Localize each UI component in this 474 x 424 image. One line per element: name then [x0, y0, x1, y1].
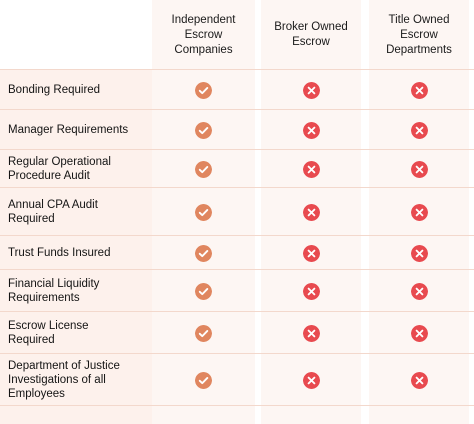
- check-icon: [195, 371, 212, 389]
- row-label: Department of Justice Investigations of …: [8, 360, 120, 400]
- table-cell: [369, 312, 469, 354]
- row-label: Regular Operational Procedure Audit: [8, 156, 111, 182]
- table-cell: [261, 354, 361, 406]
- table-cell: [261, 270, 361, 312]
- table-cell: [152, 270, 255, 312]
- cross-icon: [302, 203, 320, 221]
- cross-icon: [410, 371, 428, 389]
- check-icon: [195, 81, 212, 99]
- table-cell: [261, 70, 361, 110]
- table-cell: [261, 110, 361, 150]
- column-header-title-owned-escrow: Title Owned Escrow Departments: [386, 13, 452, 56]
- check-icon: [195, 160, 212, 178]
- table-cell: [152, 150, 255, 188]
- table-cell: [152, 70, 255, 110]
- row-divider: [0, 187, 474, 188]
- row-label: Trust Funds Insured: [8, 247, 111, 259]
- header-divider: [0, 69, 474, 70]
- cross-icon: [302, 244, 320, 262]
- table-cell: [369, 354, 469, 406]
- table-cell: [261, 188, 361, 236]
- row-divider: [0, 311, 474, 312]
- cross-icon: [302, 324, 320, 342]
- row-label-column: [0, 70, 152, 424]
- table-cell: [261, 312, 361, 354]
- row-label: Financial Liquidity Requirements: [8, 278, 100, 304]
- cross-icon: [410, 121, 428, 139]
- column-header-broker-owned-escrow: Broker Owned Escrow: [274, 21, 348, 48]
- table-cell: [369, 236, 469, 270]
- table-cell: [369, 270, 469, 312]
- row-label: Escrow License Required: [8, 320, 89, 346]
- table-cell: [152, 354, 255, 406]
- cross-icon: [410, 244, 428, 262]
- cross-icon: [302, 160, 320, 178]
- table-cell: [152, 312, 255, 354]
- table-cell: [152, 188, 255, 236]
- cross-icon: [410, 203, 428, 221]
- table-cell: [152, 236, 255, 270]
- cross-icon: [302, 371, 320, 389]
- row-label: Manager Requirements: [8, 124, 129, 136]
- cross-icon: [410, 160, 428, 178]
- check-icon: [195, 203, 212, 221]
- cross-icon: [302, 282, 320, 300]
- cross-icon: [410, 81, 428, 99]
- row-divider: [0, 269, 474, 270]
- table-cell: [261, 236, 361, 270]
- table-cell: [261, 150, 361, 188]
- row-divider: [0, 353, 474, 354]
- table-cell: [369, 70, 469, 110]
- cross-icon: [410, 282, 428, 300]
- table-cell: [369, 110, 469, 150]
- check-icon: [195, 324, 212, 342]
- row-divider: [0, 109, 474, 110]
- table-cell: [369, 188, 469, 236]
- check-icon: [195, 282, 212, 300]
- cross-icon: [410, 324, 428, 342]
- table-cell: [369, 150, 469, 188]
- row-divider: [0, 235, 474, 236]
- check-icon: [195, 121, 212, 139]
- row-divider: [0, 149, 474, 150]
- row-label: Annual CPA Audit Required: [8, 199, 98, 225]
- column-header-independent-escrow: Independent Escrow Companies: [171, 13, 236, 56]
- row-label: Bonding Required: [8, 84, 101, 96]
- row-divider: [0, 405, 474, 406]
- cross-icon: [302, 121, 320, 139]
- cross-icon: [302, 81, 320, 99]
- table-cell: [152, 110, 255, 150]
- check-icon: [195, 244, 212, 262]
